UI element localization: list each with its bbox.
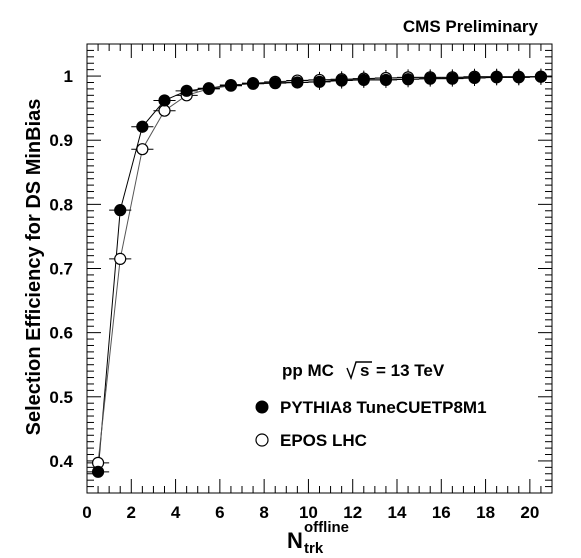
legend-header-pre: pp MC [282,361,334,380]
x-tick-label: 20 [520,503,539,522]
x-tick-label: 10 [299,503,318,522]
pythia-point [335,74,348,87]
epos-point [114,252,127,265]
x-tick-label: 6 [215,503,224,522]
legend-marker-pythia [255,400,269,414]
pythia-point [269,77,282,90]
pythia-point [136,120,149,133]
pythia-point [313,75,326,88]
pythia-point [534,70,548,83]
chart-header: CMS Preliminary [403,17,539,36]
y-tick-label: 0.4 [49,452,73,471]
legend-header-sqrt: s [360,361,369,380]
y-tick-label: 0.9 [49,131,73,150]
pythia-point [158,94,171,107]
x-axis: 0 2 4 6 8 10 12 14 16 18 20 [82,44,553,522]
pythia-point [401,73,415,86]
y-tick-label: 0.6 [49,324,73,343]
legend-label-pythia: PYTHIA8 TuneCUETP8M1 [280,398,487,417]
x-tick-label: 12 [343,503,362,522]
epos-point [136,143,149,156]
pythia-point [424,72,437,85]
y-tick-label: 1 [64,67,73,86]
y-tick-label: 0.5 [49,388,73,407]
plot-frame [86,43,553,494]
epos-point [158,104,171,117]
x-tick-label: 16 [432,503,451,522]
pythia-point [291,76,304,89]
pythia-point [114,204,127,217]
legend-label-epos: EPOS LHC [280,431,367,450]
x-tick-label: 0 [82,503,91,522]
pythia-point [379,73,393,87]
pythia-point [357,73,370,87]
legend-marker-epos [255,433,269,447]
pythia-point [224,78,238,92]
x-tick-label: 2 [127,503,136,522]
pythia-point [180,84,193,97]
x-tick-label: 4 [171,503,181,522]
x-tick-label: 18 [476,503,495,522]
pythia-point [446,72,459,85]
pythia-point [246,77,260,90]
pythia-point [202,82,215,95]
y-tick-label: 0.7 [49,260,73,279]
x-axis-label: N offline trk [287,519,349,557]
pythia-point [490,71,503,84]
x-axis-label-sup: offline [304,519,349,536]
series-points [87,68,552,478]
y-axis: 0.4 0.5 0.6 0.7 0.8 0.9 1 [49,43,552,494]
x-axis-label-main: N [287,528,303,553]
pythia-point [512,71,525,84]
x-tick-label: 14 [388,503,407,522]
pythia-point [91,465,105,478]
x-tick-label: 8 [259,503,268,522]
pythia-point [468,71,481,85]
legend-header-post: = 13 TeV [376,361,445,380]
y-axis-label: Selection Efficiency for DS MinBias [23,99,45,436]
y-tick-label: 0.8 [49,195,73,214]
legend: pp MC s = 13 TeV PYTHIA8 TuneCUETP8M1 EP… [255,361,487,450]
sqrt-symbol [346,361,372,381]
x-axis-label-sub: trk [304,540,324,557]
